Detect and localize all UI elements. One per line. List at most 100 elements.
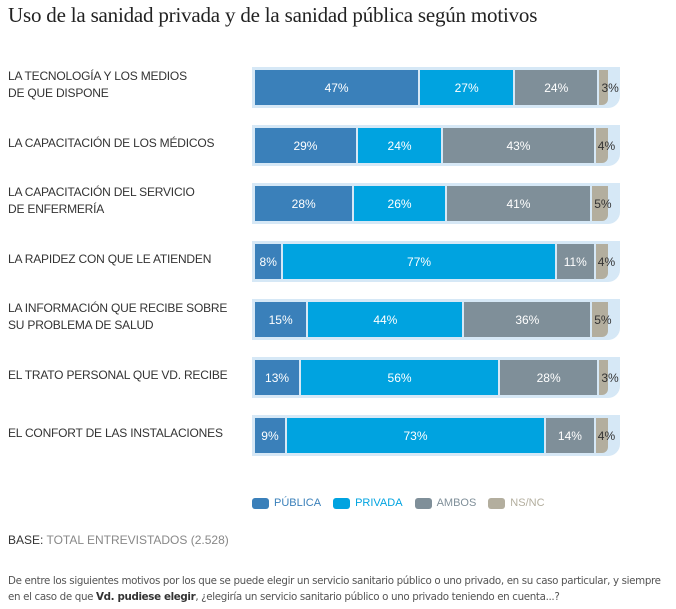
bar-segment-publica: 8% [255,244,282,279]
bar-segment-publica: 9% [255,418,285,453]
category-label: LA RAPIDEZ CON QUE LE ATIENDEN [8,251,248,268]
bar-segment-privada: 24% [357,128,442,163]
footnote-bold: Vd. pudiese elegir [96,591,196,603]
data-label: 27% [454,80,479,95]
stacked-bar: 9% 73% 14% 4% [252,415,620,456]
data-label: 24% [544,80,569,95]
data-label: 41% [506,196,531,211]
footnote-text-1: De entre los siguientes motivos por los … [8,575,661,603]
data-label: 3% [601,80,619,95]
data-label: 77% [407,254,432,269]
bar-segment-privada: 44% [308,302,463,337]
stacked-bar: 29% 24% 43% 4% [252,125,620,166]
category-label-line: LA TECNOLOGÍA Y LOS MEDIOS [8,69,187,83]
data-label: 9% [261,428,279,443]
base-note: BASE: TOTAL ENTREVISTADOS (2.528) [8,533,229,547]
legend-label: NS/NC [510,497,545,509]
category-label-line: LA CAPACITACIÓN DE LOS MÉDICOS [8,135,215,150]
legend-swatch [252,497,269,509]
stacked-bar: 13% 56% 28% 3% [252,357,620,398]
legend-swatch [488,497,506,509]
category-label: LA TECNOLOGÍA Y LOS MEDIOS DE QUE DISPONE [8,68,248,102]
data-label: 4% [597,428,616,443]
stacked-bar: 8% 77% 11% 4% [252,241,620,282]
data-label: 11% [563,254,587,269]
bar-segment-nsnc: 3% [599,360,619,395]
bar-segment-nsnc: 4% [595,418,615,453]
data-label: 28% [536,370,561,385]
category-label: LA CAPACITACIÓN DEL SERVICIO DE ENFERMERÍ… [8,184,248,218]
bar-segment-ambos: 28% [499,360,598,395]
chart-title: Uso de la sanidad privada y de la sanida… [8,3,538,27]
category-label-line: DE ENFERMERÍA [8,202,105,216]
bar-segment-ambos: 24% [515,70,598,105]
bar-segment-privada: 73% [286,418,545,453]
stacked-bar: 15% 44% 36% 5% [252,299,620,340]
bar-segment-nsnc: 4% [595,128,615,163]
bar-segment-publica: 29% [255,128,356,163]
data-label: 28% [291,196,316,211]
legend-item-privada: PRIVADA [333,497,403,509]
bar-segment-publica: 28% [255,186,353,221]
category-label-line: EL CONFORT DE LAS INSTALACIONES [8,425,223,440]
data-label: 3% [601,370,619,385]
bar-segment-privada: 27% [420,70,514,105]
data-label: 5% [594,196,612,211]
category-label-line: EL TRATO PERSONAL QUE VD. RECIBE [8,367,228,382]
category-label-line: SU PROBLEMA DE SALUD [8,318,154,332]
data-label: 5% [594,312,612,327]
category-label: EL CONFORT DE LAS INSTALACIONES [8,425,248,442]
category-label: EL TRATO PERSONAL QUE VD. RECIBE [8,367,248,384]
legend-label: AMBOS [436,497,477,509]
data-label: 73% [403,428,428,443]
data-label: 56% [387,370,412,385]
data-label: 4% [597,254,616,269]
legend-label: PRIVADA [355,497,403,509]
bar-segment-privada: 56% [301,360,498,395]
bar-segment-nsnc: 3% [599,70,619,105]
data-label: 24% [387,138,412,153]
bar-segment-ambos: 36% [464,302,591,337]
bar-segment-ambos: 11% [556,244,594,279]
category-label: LA CAPACITACIÓN DE LOS MÉDICOS [8,135,248,152]
bar-segment-privada: 77% [283,244,555,279]
bar-segment-nsnc: 5% [592,302,612,337]
category-label-line: LA RAPIDEZ CON QUE LE ATIENDEN [8,251,212,266]
bar-segment-publica: 13% [255,360,300,395]
data-label: 13% [265,370,290,385]
bar-segment-ambos: 14% [546,418,594,453]
legend-item-publica: PÚBLICA [252,497,321,509]
legend-swatch [414,497,432,509]
data-label: 47% [324,80,349,95]
data-label: 36% [515,312,540,327]
category-label-line: LA CAPACITACIÓN DEL SERVICIO [8,185,195,199]
legend-item-nsnc: NS/NC [488,497,545,509]
category-label: LA INFORMACIÓN QUE RECIBE SOBRE SU PROBLE… [8,300,248,334]
question-footnote: De entre los siguientes motivos por los … [8,573,673,605]
bar-segment-ambos: 41% [446,186,591,221]
data-label: 4% [597,138,616,153]
category-label-line: LA INFORMACIÓN QUE RECIBE SOBRE [8,301,228,315]
bar-segment-nsnc: 5% [592,186,612,221]
data-label: 8% [259,254,277,269]
footnote-text-2: , ¿elegiría un servicio sanitario públic… [195,591,560,603]
chart-legend: PÚBLICA PRIVADA AMBOS NS/NC [252,497,557,509]
bar-segment-publica: 15% [255,302,307,337]
stacked-bar: 28% 26% 41% 5% [252,183,620,224]
stacked-bar: 47% 27% 24% 3% [252,67,620,108]
bar-segment-ambos: 43% [443,128,594,163]
bar-segment-nsnc: 4% [595,244,615,279]
legend-swatch [333,497,351,509]
data-label: 26% [387,196,412,211]
data-label: 15% [268,312,293,327]
bar-segment-publica: 47% [255,70,419,105]
legend-label: PÚBLICA [274,497,322,509]
category-label-line: DE QUE DISPONE [8,86,109,100]
data-label: 14% [557,428,582,443]
legend-item-ambos: AMBOS [414,497,477,509]
base-label: BASE: [8,533,44,547]
data-label: 44% [373,312,398,327]
bar-segment-privada: 26% [354,186,445,221]
data-label: 43% [506,138,531,153]
data-label: 29% [293,138,318,153]
